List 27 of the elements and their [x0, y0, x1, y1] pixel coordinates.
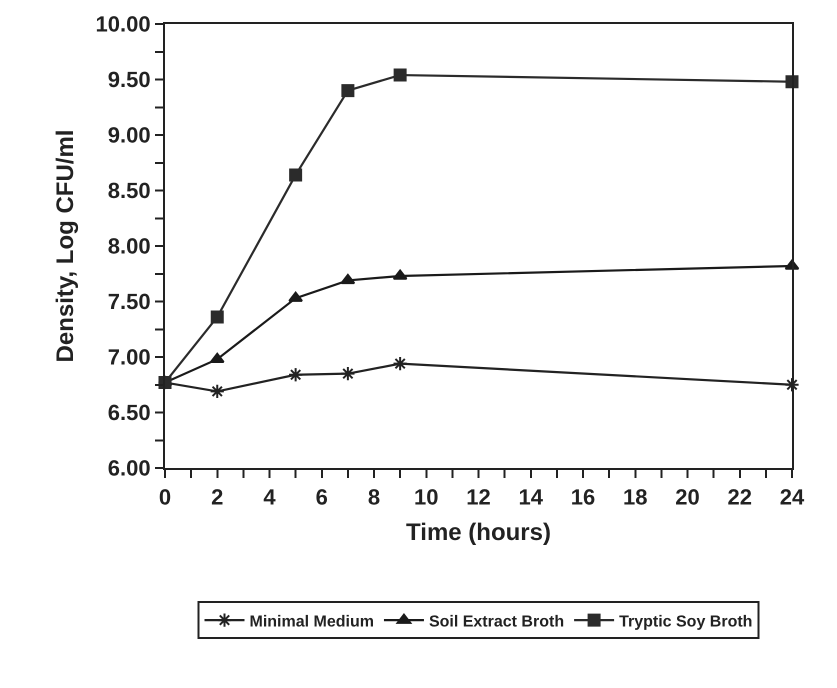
x-tick-label: 2: [211, 484, 224, 510]
y-tick-label: 9.00: [108, 122, 151, 148]
x-axis-title: Time (hours): [406, 519, 551, 546]
legend-label: Tryptic Soy Broth: [619, 613, 752, 630]
y-tick-label: 7.00: [108, 344, 151, 370]
x-tick-label: 4: [263, 484, 276, 510]
x-tick-label: 24: [780, 484, 805, 510]
x-tick-label: 22: [728, 484, 752, 510]
x-tick-label: 0: [158, 484, 172, 510]
y-axis-title: Density, Log CFU/ml: [52, 130, 80, 362]
y-tick-label: 6.00: [108, 456, 151, 481]
legend-label: Soil Extract Broth: [428, 613, 564, 630]
x-tick-label: 16: [570, 484, 596, 510]
y-tick-label: 9.50: [108, 67, 151, 92]
y-tick-label: 8.00: [108, 234, 151, 259]
y-tick-label: 10.00: [96, 12, 151, 37]
y-tick-label: 6.50: [108, 400, 151, 426]
x-tick-label: 6: [316, 484, 328, 510]
y-tick-label: 8.50: [108, 178, 151, 204]
legend-label: Minimal Medium: [250, 613, 374, 630]
x-tick-label: 12: [466, 484, 491, 510]
x-tick-label: 10: [414, 484, 438, 510]
x-tick-label: 8: [368, 484, 380, 510]
x-tick-label: 20: [675, 484, 700, 510]
y-tick-label: 7.50: [108, 289, 151, 314]
x-tick-label: 18: [623, 484, 648, 510]
x-tick-label: 14: [518, 484, 544, 510]
